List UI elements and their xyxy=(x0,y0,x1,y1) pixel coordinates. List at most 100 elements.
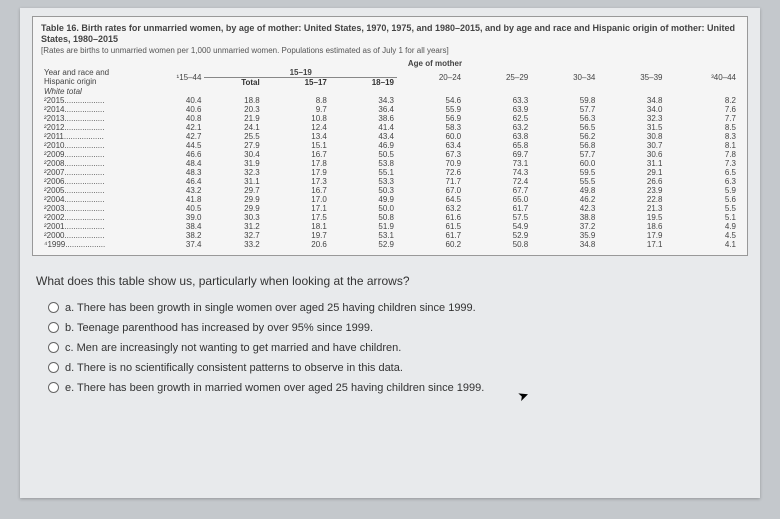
value-cell: 46.6 xyxy=(131,150,204,159)
year-cell: ²2002.................. xyxy=(41,213,131,222)
table-row: ²2011..................42.725.513.443.46… xyxy=(41,132,739,141)
year-cell: ²2005.................. xyxy=(41,186,131,195)
value-cell: 41.4 xyxy=(330,123,397,132)
col-40-44: ³40–44 xyxy=(665,68,739,87)
value-cell: 31.2 xyxy=(204,222,262,231)
option-a[interactable]: a. There has been growth in single women… xyxy=(48,302,748,314)
value-cell: 19.5 xyxy=(598,213,665,222)
year-cell: ²2014.................. xyxy=(41,105,131,114)
option-c-label: c. Men are increasingly not wanting to g… xyxy=(65,342,401,354)
option-b[interactable]: b. Teenage parenthood has increased by o… xyxy=(48,322,748,334)
value-cell: 43.2 xyxy=(131,186,204,195)
value-cell: 50.3 xyxy=(330,186,397,195)
option-d[interactable]: d. There is no scientifically consistent… xyxy=(48,362,748,374)
year-cell: ²2008.................. xyxy=(41,159,131,168)
value-cell: 46.9 xyxy=(330,141,397,150)
value-cell: 72.4 xyxy=(464,177,531,186)
col-30-34: 30–34 xyxy=(531,68,598,87)
value-cell: 24.1 xyxy=(204,123,262,132)
value-cell: 17.3 xyxy=(263,177,330,186)
col-total: Total xyxy=(204,77,262,87)
value-cell: 57.7 xyxy=(531,150,598,159)
year-cell: ²2000.................. xyxy=(41,231,131,240)
value-cell: 50.8 xyxy=(330,213,397,222)
value-cell: 56.3 xyxy=(531,114,598,123)
value-cell: 8.5 xyxy=(665,123,739,132)
table-row: ⁴1999..................37.433.220.652.96… xyxy=(41,240,739,249)
col-15-17: 15–17 xyxy=(263,77,330,87)
value-cell: 55.1 xyxy=(330,168,397,177)
question-text: What does this table show us, particular… xyxy=(36,274,748,288)
value-cell: 16.7 xyxy=(263,186,330,195)
value-cell: 55.5 xyxy=(531,177,598,186)
table-row: ²2006..................46.431.117.353.37… xyxy=(41,177,739,186)
value-cell: 65.8 xyxy=(464,141,531,150)
table-row: ²2007..................48.332.317.955.17… xyxy=(41,168,739,177)
value-cell: 9.7 xyxy=(263,105,330,114)
value-cell: 31.5 xyxy=(598,123,665,132)
radio-icon[interactable] xyxy=(48,382,59,393)
value-cell: 10.8 xyxy=(263,114,330,123)
value-cell: 50.5 xyxy=(330,150,397,159)
value-cell: 48.4 xyxy=(131,159,204,168)
value-cell: 60.2 xyxy=(397,240,464,249)
value-cell: 7.7 xyxy=(665,114,739,123)
option-b-label: b. Teenage parenthood has increased by o… xyxy=(65,322,373,334)
radio-icon[interactable] xyxy=(48,302,59,313)
value-cell: 70.9 xyxy=(397,159,464,168)
value-cell: 42.3 xyxy=(531,204,598,213)
value-cell: 34.3 xyxy=(330,96,397,105)
value-cell: 42.7 xyxy=(131,132,204,141)
value-cell: 63.2 xyxy=(397,204,464,213)
value-cell: 30.6 xyxy=(598,150,665,159)
value-cell: 62.5 xyxy=(464,114,531,123)
value-cell: 49.9 xyxy=(330,195,397,204)
value-cell: 43.4 xyxy=(330,132,397,141)
col-15-44: ¹15–44 xyxy=(131,68,204,87)
option-d-label: d. There is no scientifically consistent… xyxy=(65,362,403,374)
value-cell: 23.9 xyxy=(598,186,665,195)
table-row: ²2005..................43.229.716.750.36… xyxy=(41,186,739,195)
value-cell: 67.0 xyxy=(397,186,464,195)
value-cell: 29.1 xyxy=(598,168,665,177)
value-cell: 5.6 xyxy=(665,195,739,204)
value-cell: 40.5 xyxy=(131,204,204,213)
value-cell: 53.1 xyxy=(330,231,397,240)
value-cell: 26.6 xyxy=(598,177,665,186)
radio-icon[interactable] xyxy=(48,342,59,353)
value-cell: 36.4 xyxy=(330,105,397,114)
value-cell: 33.2 xyxy=(204,240,262,249)
year-cell: ²2013.................. xyxy=(41,114,131,123)
option-e[interactable]: e. There has been growth in married wome… xyxy=(48,382,748,394)
birth-rates-table: Age of mother Year and race and Hispanic… xyxy=(41,59,739,249)
option-c[interactable]: c. Men are increasingly not wanting to g… xyxy=(48,342,748,354)
value-cell: 31.1 xyxy=(598,159,665,168)
value-cell: 17.9 xyxy=(598,231,665,240)
table-title: Table 16. Birth rates for unmarried wome… xyxy=(41,23,739,46)
value-cell: 59.5 xyxy=(531,168,598,177)
value-cell: 12.4 xyxy=(263,123,330,132)
age-super-header: Age of mother xyxy=(131,59,739,68)
value-cell: 65.0 xyxy=(464,195,531,204)
value-cell: 19.7 xyxy=(263,231,330,240)
row-label-header: Year and race and Hispanic origin xyxy=(41,68,131,87)
table-row: ²2000..................38.232.719.753.16… xyxy=(41,231,739,240)
value-cell: 46.2 xyxy=(531,195,598,204)
value-cell: 57.5 xyxy=(464,213,531,222)
value-cell: 40.8 xyxy=(131,114,204,123)
radio-icon[interactable] xyxy=(48,362,59,373)
answer-options: a. There has been growth in single women… xyxy=(48,302,748,394)
value-cell: 44.5 xyxy=(131,141,204,150)
value-cell: 17.1 xyxy=(598,240,665,249)
table-row: ²2013..................40.821.910.838.65… xyxy=(41,114,739,123)
value-cell: 4.5 xyxy=(665,231,739,240)
radio-icon[interactable] xyxy=(48,322,59,333)
value-cell: 60.0 xyxy=(397,132,464,141)
value-cell: 57.7 xyxy=(531,105,598,114)
value-cell: 6.3 xyxy=(665,177,739,186)
option-e-label: e. There has been growth in married wome… xyxy=(65,382,484,394)
value-cell: 20.6 xyxy=(263,240,330,249)
col-15-19-group: 15–19 xyxy=(204,68,397,78)
value-cell: 27.9 xyxy=(204,141,262,150)
value-cell: 5.5 xyxy=(665,204,739,213)
